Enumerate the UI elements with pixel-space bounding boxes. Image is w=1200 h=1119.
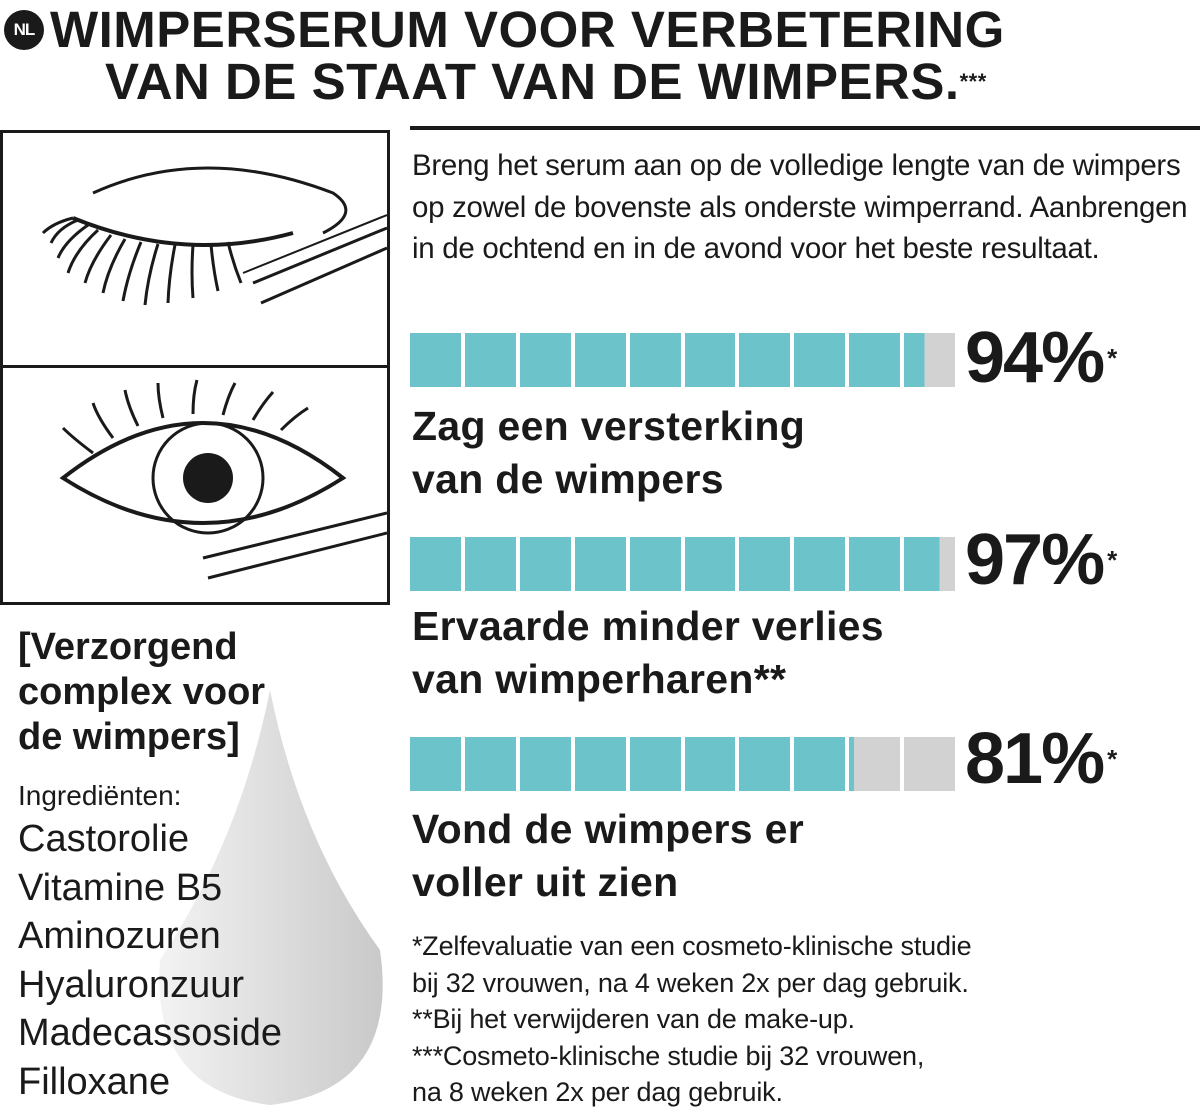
bar-segment	[849, 333, 901, 387]
ingredients-list: Castorolie Vitamine B5 Aminozuren Hyalur…	[18, 815, 282, 1106]
footnotes: *Zelfevaluatie van een cosmeto-klinische…	[412, 928, 972, 1111]
stat-label: Zag een versterking van de wimpers	[412, 403, 806, 502]
bar-segment	[464, 537, 516, 591]
footnote: **Bij het verwijderen van de make-up.	[412, 1004, 855, 1034]
progress-bar	[410, 537, 956, 591]
stat-label: Ervaarde minder verlies van wimperharen**	[412, 603, 884, 702]
bar-segment	[849, 537, 901, 591]
bar-segment	[464, 333, 516, 387]
bar-segment	[739, 737, 791, 791]
bar-segment	[629, 737, 681, 791]
ingredient: Vitamine B5	[18, 866, 223, 909]
bar-segment	[904, 737, 956, 791]
footnote: *Zelfevaluatie van een cosmeto-klinische…	[412, 931, 972, 961]
bar-segment	[904, 537, 956, 591]
stat-label: Vond de wimpers er voller uit zien	[412, 806, 804, 905]
bar-segment	[410, 537, 461, 591]
complex-heading: [Verzorgend complex voor de wimpers]	[18, 626, 266, 758]
stat-percent: 81% *	[965, 719, 1117, 799]
stat-percent: 94% *	[965, 318, 1117, 398]
stat-percent: 97% *	[965, 520, 1117, 600]
progress-bar	[410, 737, 956, 791]
bar-segment	[574, 537, 626, 591]
ingredient: Aminozuren	[18, 915, 221, 957]
bar-segment	[684, 737, 736, 791]
title-line-2: VAN DE STAAT VAN DE WIMPERS.***	[105, 53, 987, 110]
bar-segment	[739, 333, 791, 387]
footnote: ***Cosmeto-klinische studie bij 32 vrouw…	[412, 1040, 925, 1071]
bar-segment	[794, 333, 846, 387]
bar-segment	[684, 537, 736, 591]
footnote: bij 32 vrouwen, na 4 weken 2x per dag ge…	[412, 967, 969, 998]
closed-eye-illustration	[0, 130, 390, 368]
open-eye-illustration	[0, 365, 390, 605]
bar-segment	[410, 333, 461, 387]
title-line-1: WIMPERSERUM VOOR VERBETERING	[50, 1, 1005, 58]
bar-segment	[519, 737, 571, 791]
bar-segment	[794, 537, 846, 591]
drop-shape	[159, 690, 383, 1105]
bar-segment	[794, 737, 846, 791]
bar-segment	[849, 737, 901, 791]
bar-segment	[410, 737, 461, 791]
bar-segment	[519, 537, 571, 591]
intro-text: Breng het serum aan op de volledige leng…	[412, 149, 1188, 265]
bar-segment	[519, 333, 571, 387]
ingredient: Hyaluronzuur	[18, 963, 244, 1006]
bar-segment	[684, 333, 736, 387]
bar-segment	[739, 537, 791, 591]
bar-segment	[464, 737, 516, 791]
footnote: na 8 weken 2x per dag gebruik.	[412, 1077, 783, 1107]
ingredient: Castorolie	[18, 818, 190, 860]
progress-bar	[410, 333, 956, 387]
nl-badge: NL	[4, 10, 44, 50]
bar-segment	[629, 537, 681, 591]
bar-segment	[629, 333, 681, 387]
ingredients-heading: Ingrediënten:	[18, 780, 182, 811]
bar-segment	[574, 333, 626, 387]
divider	[410, 126, 1200, 130]
ingredient: Filloxane	[18, 1060, 171, 1103]
bar-segment	[574, 737, 626, 791]
ingredient: Madecassoside	[18, 1012, 283, 1054]
bar-segment	[904, 333, 956, 387]
